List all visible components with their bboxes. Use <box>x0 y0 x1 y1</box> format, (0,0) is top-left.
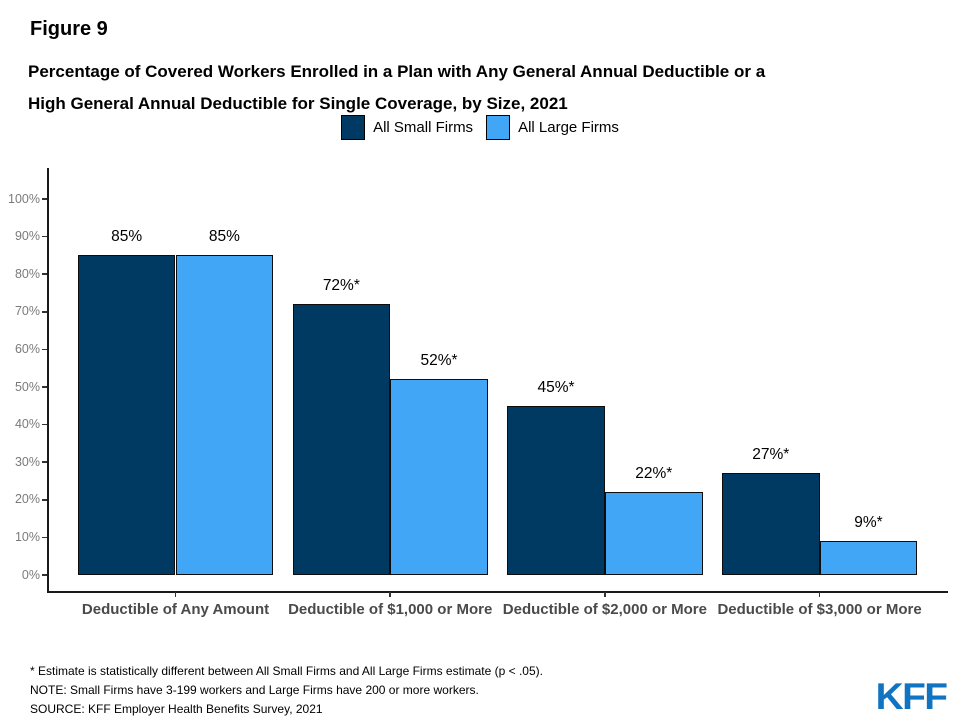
bar-value-label: 52%* <box>420 352 458 370</box>
legend-label-large-firms: All Large Firms <box>518 119 619 136</box>
bar-all-small-firms-cat3 <box>507 405 605 575</box>
y-axis-tick <box>42 574 47 576</box>
legend-swatch-large-firms-icon <box>486 115 511 140</box>
bar-value-label: 85% <box>111 228 143 246</box>
bar-all-small-firms-cat1 <box>77 255 176 575</box>
y-axis-tick <box>42 499 47 501</box>
y-axis-tick <box>42 273 47 275</box>
y-axis-tick-label: 80% <box>14 266 40 281</box>
x-axis-category-label: Deductible of $2,000 or More <box>502 601 707 618</box>
bar-value-label: 22%* <box>635 465 673 483</box>
y-axis-tick-label: 60% <box>14 341 40 356</box>
y-axis-tick-label: 100% <box>8 191 40 206</box>
y-axis <box>47 168 49 591</box>
y-axis-tick-label: 30% <box>14 454 40 469</box>
legend-swatch-small-firms-icon <box>341 115 366 140</box>
x-axis-category-label: Deductible of Any Amount <box>81 601 270 618</box>
y-axis-tick-label: 20% <box>14 492 40 507</box>
legend-label-small-firms: All Small Firms <box>373 119 474 136</box>
x-axis-category-label: Deductible of $3,000 or More <box>717 601 922 618</box>
chart-title: Percentage of Covered Workers Enrolled i… <box>28 56 765 120</box>
x-axis-tick <box>604 592 606 597</box>
chart-title-line1: Percentage of Covered Workers Enrolled i… <box>28 62 766 81</box>
x-axis-tick <box>818 592 821 597</box>
footnotes: * Estimate is statistically different be… <box>30 662 543 719</box>
figure-label: Figure 9 <box>30 18 108 40</box>
x-axis <box>47 591 948 593</box>
y-axis-tick <box>42 348 47 351</box>
y-axis-tick-label: 90% <box>14 229 40 244</box>
y-axis-tick <box>42 386 47 388</box>
bar-value-label: 85% <box>208 228 240 246</box>
bar-all-large-firms-cat2 <box>390 379 488 575</box>
legend: All Small Firms All Large Firms <box>0 115 960 140</box>
bar-all-large-firms-cat3 <box>604 492 703 575</box>
bar-value-label: 9%* <box>854 514 883 532</box>
y-axis-tick-label: 70% <box>14 304 40 319</box>
bar-value-label: 72%* <box>322 277 360 295</box>
y-axis-tick-label: 10% <box>14 529 40 544</box>
x-axis-category-label: Deductible of $1,000 or More <box>288 601 493 618</box>
bar-all-large-firms-cat4 <box>819 541 918 575</box>
x-axis-tick <box>174 592 177 597</box>
y-axis-tick <box>42 198 47 200</box>
footnote-source: SOURCE: KFF Employer Health Benefits Sur… <box>30 702 323 716</box>
bar-all-small-firms-cat4 <box>721 473 820 575</box>
bar-value-label: 27%* <box>752 446 790 464</box>
x-axis-tick <box>389 592 391 597</box>
y-axis-tick-label: 0% <box>21 567 40 582</box>
footnote-note: NOTE: Small Firms have 3-199 workers and… <box>30 683 479 697</box>
legend-item-small-firms: All Small Firms <box>341 115 473 140</box>
kff-logo: KFF <box>875 676 947 717</box>
y-axis-tick <box>42 235 47 238</box>
legend-item-large-firms: All Large Firms <box>486 115 619 140</box>
footnote-significance: * Estimate is statistically different be… <box>30 664 543 678</box>
y-axis-tick <box>42 536 47 539</box>
y-axis-tick <box>42 311 47 313</box>
bar-value-label: 45%* <box>537 378 575 396</box>
y-axis-tick-label: 50% <box>14 379 40 394</box>
chart-title-line2: High General Annual Deductible for Singl… <box>28 94 568 113</box>
y-axis-tick <box>42 461 47 463</box>
chart-area: 0% 10% 20% 30% 40% 50% 60% 70% 80% 90% 100% 85% 72%*… <box>8 168 948 618</box>
bar-all-large-firms-cat1 <box>175 255 274 575</box>
y-axis-tick-label: 40% <box>14 417 40 432</box>
y-axis-tick <box>42 423 47 426</box>
bar-all-small-firms-cat2 <box>292 304 391 575</box>
